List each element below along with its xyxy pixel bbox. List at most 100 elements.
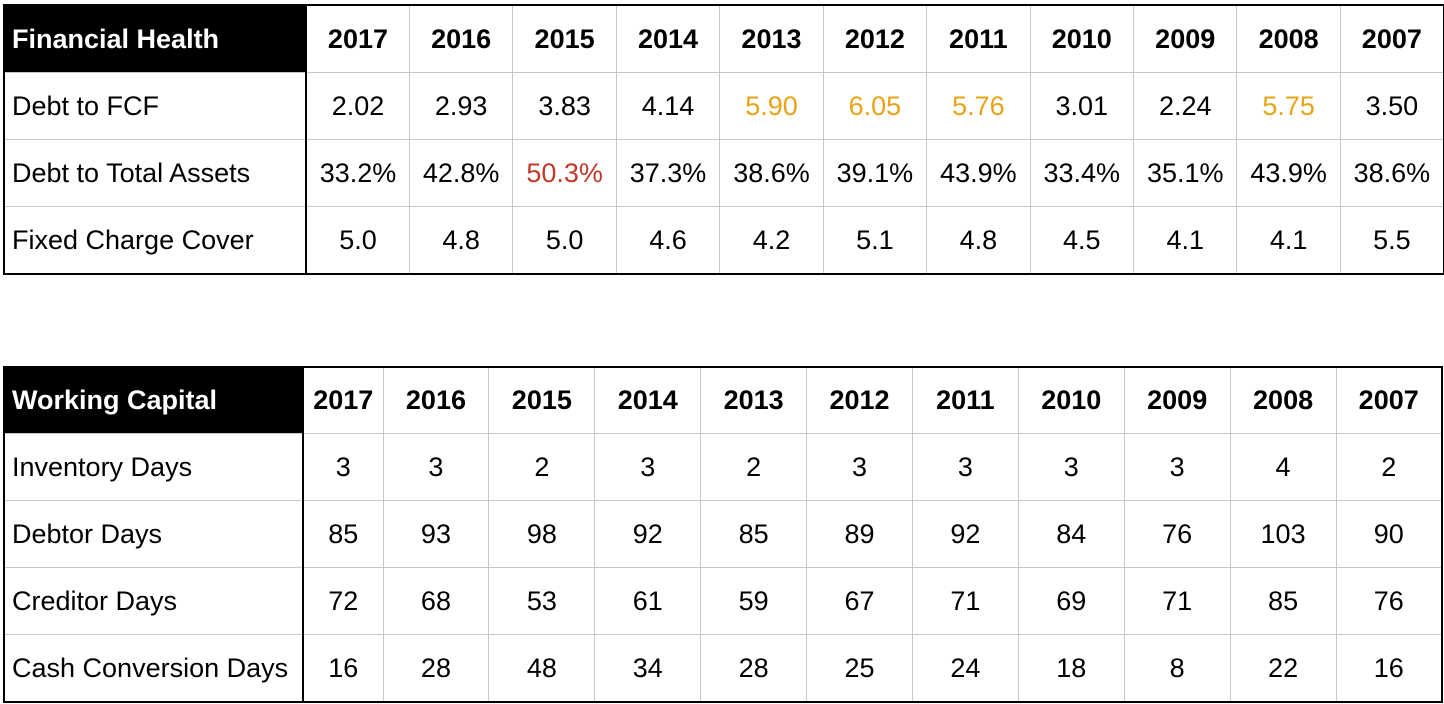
table-cell: 3 xyxy=(594,433,702,501)
table-cell: 24 xyxy=(911,634,1019,703)
table-cell: 2 xyxy=(488,433,596,501)
financial-health-year-header: 2008 xyxy=(1236,4,1341,73)
financial-health-year-header: 2016 xyxy=(408,4,514,73)
working-capital-title: Working Capital xyxy=(3,366,304,434)
table-cell: 53 xyxy=(488,567,596,635)
working-capital-body: Working Capital 2017 2016 2015 2014 2013 2012 2… xyxy=(3,366,1443,703)
table-cell: 38.6% xyxy=(1339,139,1444,207)
row-label: Creditor Days xyxy=(3,567,304,635)
table-cell: 4.14 xyxy=(615,72,721,140)
financial-health-year-header: 2014 xyxy=(615,4,721,73)
table-cell: 3.83 xyxy=(512,72,617,140)
table-row: Debt to Total Assets 33.2% 42.8% 50.3% 37.3%… xyxy=(3,139,1444,207)
working-capital-year-header: 2011 xyxy=(911,366,1019,434)
table-cell: 38.6% xyxy=(719,139,824,207)
table-cell: 92 xyxy=(911,500,1019,568)
table-cell: 16 xyxy=(1335,634,1443,703)
table-cell: 98 xyxy=(488,500,596,568)
table-cell: 25 xyxy=(806,634,913,703)
table-cell: 39.1% xyxy=(822,139,928,207)
financial-health-year-header: 2012 xyxy=(822,4,928,73)
financial-health-year-header: 2010 xyxy=(1029,4,1135,73)
table-cell: 50.3% xyxy=(512,139,617,207)
table-cell: 5.5 xyxy=(1339,206,1444,275)
table-cell: 71 xyxy=(1123,567,1231,635)
table-cell: 8 xyxy=(1123,634,1231,703)
financial-health-year-header: 2009 xyxy=(1132,4,1238,73)
table-cell: 4.8 xyxy=(926,206,1031,275)
table-cell: 85 xyxy=(700,500,808,568)
table-cell: 67 xyxy=(806,567,913,635)
table-cell: 6.05 xyxy=(822,72,928,140)
financial-health-year-header: 2017 xyxy=(305,4,410,73)
working-capital-year-header: 2017 xyxy=(302,366,384,434)
table-cell: 2.02 xyxy=(305,72,410,140)
table-cell: 35.1% xyxy=(1132,139,1238,207)
table-row: Cash Conversion Days 16 28 48 34 28 25 24 18 8 22 1… xyxy=(3,634,1443,703)
row-label: Debt to FCF xyxy=(3,72,307,140)
table-row: Inventory Days 3 3 2 3 2 3 3 3 3 4 2 xyxy=(3,433,1443,501)
table-cell: 16 xyxy=(302,634,384,703)
table-cell: 4.2 xyxy=(719,206,824,275)
table-cell: 85 xyxy=(1229,567,1337,635)
working-capital-year-header: 2008 xyxy=(1229,366,1337,434)
row-label: Cash Conversion Days xyxy=(3,634,304,703)
table-cell: 5.90 xyxy=(719,72,824,140)
table-cell: 48 xyxy=(488,634,596,703)
table-cell: 76 xyxy=(1123,500,1231,568)
working-capital-year-header: 2012 xyxy=(806,366,913,434)
working-capital-year-header: 2014 xyxy=(594,366,702,434)
table-cell: 4.1 xyxy=(1236,206,1341,275)
financial-health-body: Financial Health 2017 2016 2015 2014 2013 2012… xyxy=(3,4,1444,275)
table-cell: 3 xyxy=(1123,433,1231,501)
row-label: Inventory Days xyxy=(3,433,304,501)
working-capital-year-header: 2009 xyxy=(1123,366,1231,434)
table-row: Creditor Days 72 68 53 61 59 67 71 69 71 85 76 xyxy=(3,567,1443,635)
table-cell: 5.0 xyxy=(305,206,410,275)
table-cell: 3 xyxy=(806,433,913,501)
table-cell: 37.3% xyxy=(615,139,721,207)
working-capital-year-header: 2013 xyxy=(700,366,808,434)
table-cell: 72 xyxy=(302,567,384,635)
table-cell: 90 xyxy=(1335,500,1443,568)
row-label: Debt to Total Assets xyxy=(3,139,307,207)
table-cell: 3.01 xyxy=(1029,72,1135,140)
financial-health-header-row: Financial Health 2017 2016 2015 2014 2013 2012… xyxy=(3,4,1444,73)
table-cell: 5.76 xyxy=(926,72,1031,140)
table-cell: 59 xyxy=(700,567,808,635)
table-cell: 71 xyxy=(911,567,1019,635)
table-cell: 4.8 xyxy=(408,206,514,275)
table-cell: 18 xyxy=(1017,634,1125,703)
table-cell: 28 xyxy=(700,634,808,703)
table-cell: 33.2% xyxy=(305,139,410,207)
table-cell: 69 xyxy=(1017,567,1125,635)
table-cell: 84 xyxy=(1017,500,1125,568)
table-cell: 3 xyxy=(911,433,1019,501)
table-cell: 93 xyxy=(382,500,490,568)
financial-health-year-header: 2013 xyxy=(719,4,824,73)
table-cell: 4.1 xyxy=(1132,206,1238,275)
working-capital-table: Working Capital 2017 2016 2015 2014 2013 2012 2… xyxy=(3,366,1443,703)
table-cell: 2.24 xyxy=(1132,72,1238,140)
table-cell: 2 xyxy=(1335,433,1443,501)
table-cell: 28 xyxy=(382,634,490,703)
table-cell: 2 xyxy=(700,433,808,501)
table-cell: 3 xyxy=(1017,433,1125,501)
table-cell: 89 xyxy=(806,500,913,568)
financial-health-year-header: 2011 xyxy=(926,4,1031,73)
table-cell: 34 xyxy=(594,634,702,703)
table-cell: 68 xyxy=(382,567,490,635)
table-row: Debt to FCF 2.02 2.93 3.83 4.14 5.90 6.05 5.76 3… xyxy=(3,72,1444,140)
table-cell: 92 xyxy=(594,500,702,568)
table-cell: 4.6 xyxy=(615,206,721,275)
financial-health-table: Financial Health 2017 2016 2015 2014 2013 2012… xyxy=(3,4,1444,275)
working-capital-year-header: 2015 xyxy=(488,366,596,434)
financial-health-year-header: 2015 xyxy=(512,4,617,73)
table-row: Debtor Days 85 93 98 92 85 89 92 84 76 103 90 xyxy=(3,500,1443,568)
row-label: Fixed Charge Cover xyxy=(3,206,307,275)
table-cell: 103 xyxy=(1229,500,1337,568)
table-cell: 42.8% xyxy=(408,139,514,207)
table-cell: 5.75 xyxy=(1236,72,1341,140)
working-capital-year-header: 2010 xyxy=(1017,366,1125,434)
table-cell: 61 xyxy=(594,567,702,635)
